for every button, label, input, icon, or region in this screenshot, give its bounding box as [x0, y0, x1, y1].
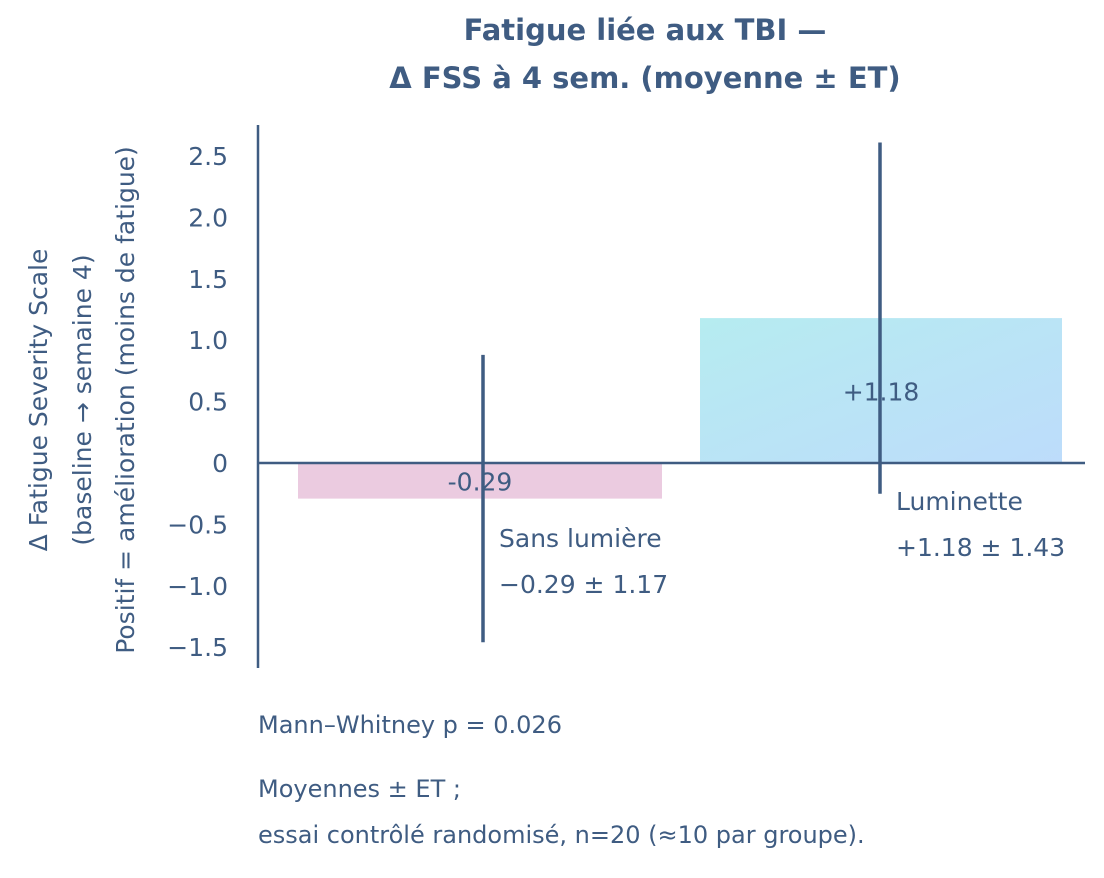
chart-title-line-1: Fatigue liée aux TBI —: [464, 13, 827, 47]
y-tick-label: 1.5: [188, 265, 228, 294]
y-axis-label-line-1: Δ Fatigue Severity Scale: [24, 249, 53, 552]
y-tick-label: 2.0: [188, 203, 228, 232]
category-annotation: −0.29 ± 1.17: [499, 570, 668, 599]
y-tick-label: −1.0: [167, 572, 228, 601]
category-label: Luminette: [896, 487, 1023, 516]
footnote-line-2: essai contrôlé randomisé, n=20 (≈10 par …: [258, 821, 865, 849]
footnote-line-1: Moyennes ± ET ;: [258, 775, 461, 803]
y-axis-label-line-3: Positif = amélioration (moins de fatigue…: [111, 146, 140, 654]
bar-value-label: -0.29: [448, 468, 513, 497]
bar-value-label: +1.18: [843, 378, 920, 407]
y-tick-label: 0: [212, 449, 228, 478]
y-tick-label: −0.5: [167, 510, 228, 539]
y-axis-label-line-2: (baseline → semaine 4): [68, 254, 97, 545]
bar-sans-lumiere: [298, 463, 662, 499]
y-tick-label: 2.5: [188, 142, 228, 171]
footnote-pvalue: Mann–Whitney p = 0.026: [258, 711, 562, 739]
y-tick-label: 0.5: [188, 388, 228, 417]
chart-title-line-2: Δ FSS à 4 sem. (moyenne ± ET): [389, 61, 900, 95]
category-annotation: +1.18 ± 1.43: [896, 533, 1065, 562]
y-tick-label: 1.0: [188, 326, 228, 355]
category-label: Sans lumière: [499, 524, 662, 553]
y-tick-label: −1.5: [167, 633, 228, 662]
